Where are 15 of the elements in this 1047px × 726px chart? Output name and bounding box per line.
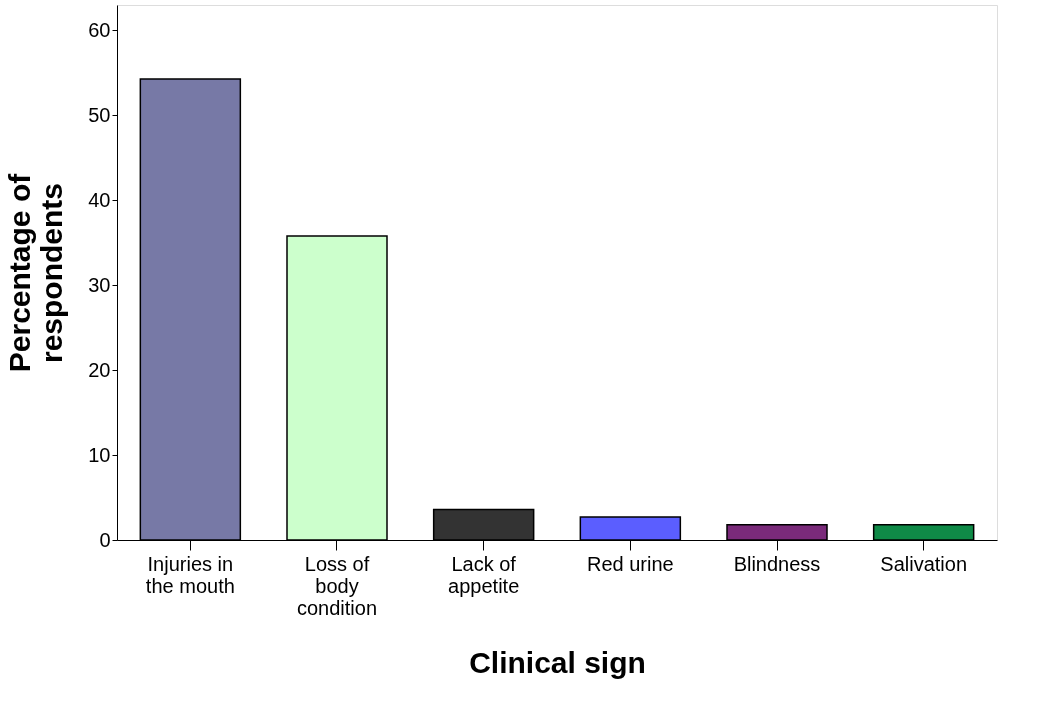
x-tick-label: Red urine	[586, 552, 674, 575]
y-tick-label: 50	[88, 103, 111, 126]
y-tick-label: 20	[88, 358, 111, 381]
y-axis-title: Percentage of respondents	[3, 172, 69, 373]
x-tick-label: Salivation	[880, 552, 968, 575]
y-tick-label: 40	[88, 188, 111, 211]
x-axis-title: Clinical sign	[469, 645, 646, 679]
x-tick-label: Blindness	[733, 552, 821, 575]
y-tick-label: 60	[88, 18, 111, 41]
y-tick-label: 30	[88, 273, 111, 296]
x-tick-label: Lack of appetite	[448, 552, 520, 597]
x-tick-label: Loss of body condition	[296, 552, 378, 619]
y-tick-label: 10	[88, 443, 111, 466]
y-tick-label: 0	[99, 528, 111, 551]
x-tick-label: Injuries in the mouth	[145, 552, 235, 597]
